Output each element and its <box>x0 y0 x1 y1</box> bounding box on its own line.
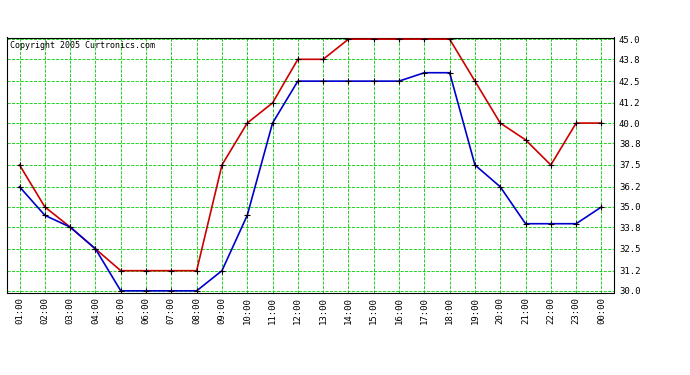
Text: Copyright 2005 Curtronics.com: Copyright 2005 Curtronics.com <box>10 41 155 50</box>
Text: Outside Temperature (vs) Wind Chill (Last 24 Hours) Tue Nov 15 00:00: Outside Temperature (vs) Wind Chill (Las… <box>103 12 587 25</box>
